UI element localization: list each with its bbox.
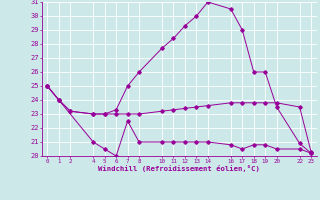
X-axis label: Windchill (Refroidissement éolien,°C): Windchill (Refroidissement éolien,°C) [98, 165, 260, 172]
